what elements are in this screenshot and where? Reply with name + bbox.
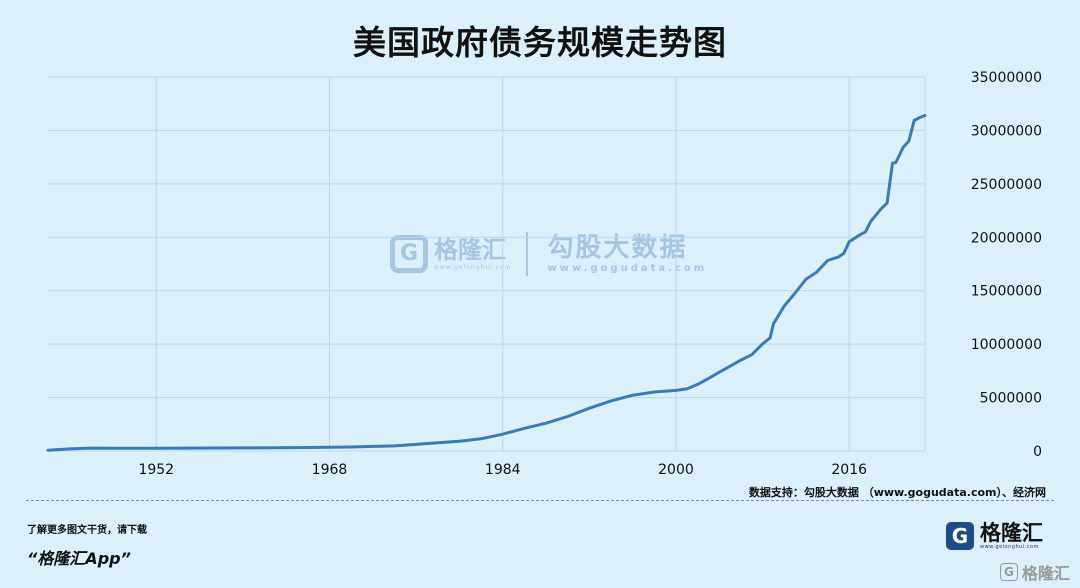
chart-title: 美国政府债务规模走势图 xyxy=(353,23,727,62)
brand-domain: www.gelonghui.com xyxy=(980,543,1039,550)
chart-area: 0 5000000 10000000 15000000 20000000 25000000… xyxy=(46,70,1042,478)
x-tick-label: 2016 xyxy=(831,462,867,478)
brand-name: 格隆汇 xyxy=(980,520,1043,545)
brand-name-block: 格隆汇 www.gelonghui.com xyxy=(980,520,1043,550)
brand-logo-icon: G xyxy=(946,522,974,550)
x-tick-label: 1952 xyxy=(138,462,174,478)
y-tick-label: 25000000 xyxy=(971,177,1042,193)
x-tick-label: 2000 xyxy=(658,462,694,478)
y-tick-label: 5000000 xyxy=(980,391,1042,407)
brand-logo: G 格隆汇 www.gelonghui.com xyxy=(946,522,1043,550)
promo-text: 了解更多图文干货，请下载 xyxy=(27,525,147,536)
dashed-divider xyxy=(26,500,1054,501)
y-tick-label: 10000000 xyxy=(971,337,1042,353)
promo-app-name: “格隆汇App” xyxy=(27,549,131,568)
y-tick-label: 0 xyxy=(1033,444,1042,460)
corner-watermark: G 格隆汇 xyxy=(999,560,1070,584)
corner-watermark-text: 格隆汇 xyxy=(1021,564,1070,583)
corner-watermark-icon: G xyxy=(999,563,1018,581)
x-tick-label: 1968 xyxy=(312,462,348,478)
y-tick-label: 20000000 xyxy=(971,230,1042,246)
y-tick-label: 15000000 xyxy=(971,284,1042,300)
y-tick-label: 30000000 xyxy=(971,123,1042,139)
x-tick-label: 1984 xyxy=(485,462,521,478)
y-tick-label: 35000000 xyxy=(971,70,1042,86)
data-source-note: 数据支持：勾股大数据 （www.gogudata.com）、经济网 xyxy=(748,486,1046,499)
debt-series-line xyxy=(46,114,927,452)
